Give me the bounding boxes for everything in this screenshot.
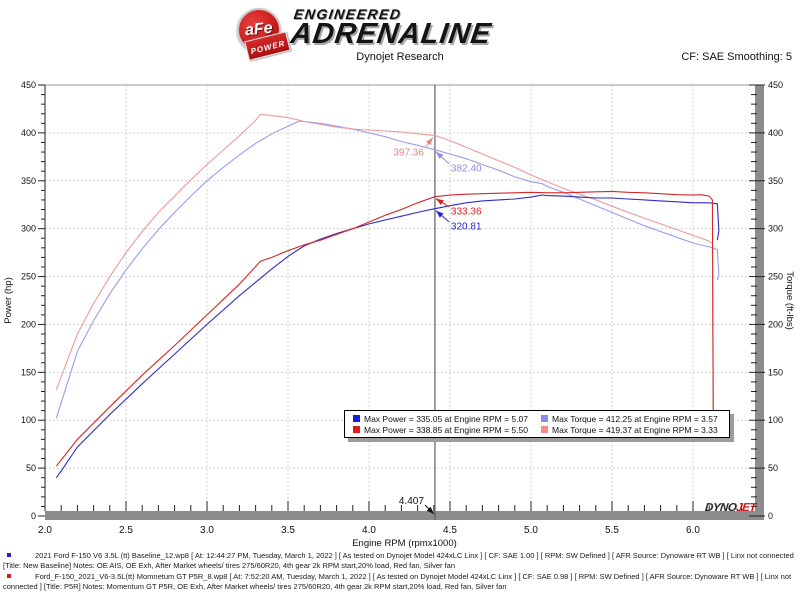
svg-text:100: 100: [768, 415, 783, 425]
p5r-run-bullet-icon: [7, 574, 11, 578]
svg-text:Engine RPM (rpmx1000): Engine RPM (rpmx1000): [352, 538, 457, 549]
svg-text:400: 400: [21, 128, 36, 138]
svg-text:2.0: 2.0: [38, 525, 52, 536]
dynojet-logo-dyno: DYNO: [704, 502, 737, 514]
x-axis-band: [45, 511, 764, 520]
chart-title: Dynojet Research: [356, 51, 444, 63]
right-axis: 0 50 100 150 200 250 300 350 400 450 Torque (ft-lb…: [749, 80, 795, 521]
svg-text:250: 250: [21, 272, 36, 282]
left-axis: 0 50 100 150 200 250 300 350 400 450 Power (hp): [3, 80, 46, 521]
svg-text:320.81: 320.81: [451, 222, 482, 233]
adrenaline-text: ADRENALINE: [288, 18, 494, 50]
svg-text:4.407: 4.407: [399, 496, 424, 507]
dynojet-logo-jet: JET: [735, 502, 757, 514]
rpm-cursor[interactable]: 4.407: [399, 85, 436, 520]
cursor-annotation: 382.40: [435, 151, 482, 175]
legend-label: Max Torque = 412.25 at Engine RPM = 3.57: [552, 413, 718, 424]
cursor-annotation: 320.81: [435, 210, 482, 233]
svg-text:200: 200: [21, 319, 36, 329]
svg-text:450: 450: [768, 80, 783, 90]
svg-text:5.5: 5.5: [605, 525, 619, 536]
svg-text:3.0: 3.0: [200, 525, 214, 536]
legend-item-p5r-torque: Max Torque = 419.37 at Engine RPM = 3.33: [541, 425, 729, 435]
run-text: connected ] [Title: P5R] Notes: Momentum…: [3, 582, 507, 591]
svg-text:6.0: 6.0: [686, 525, 700, 536]
run-entry-baseline: 2021 Ford F-150 V6 3.5L (tt) Baseline_12…: [0, 551, 800, 571]
afe-logo: aFe POWER ENGINEERED ADRENALINE: [237, 5, 577, 61]
svg-text:150: 150: [768, 367, 783, 377]
svg-text:4.5: 4.5: [443, 525, 457, 536]
svg-text:Power (hp): Power (hp): [3, 277, 14, 323]
legend-label: Max Torque = 419.37 at Engine RPM = 3.33: [552, 424, 718, 435]
legend-row: Max Power = 338.85 at Engine RPM = 5.50 …: [353, 424, 729, 435]
legend-label: Max Power = 335.05 at Engine RPM = 5.07: [364, 413, 528, 424]
p5r-power-swatch-icon: [353, 426, 360, 433]
series-p5r-torque: [55, 113, 714, 428]
run-info-footer: 2021 Ford F-150 V6 3.5L (tt) Baseline_12…: [0, 551, 800, 593]
run-text: 2021 Ford F-150 V6 3.5L (tt) Baseline_12…: [35, 551, 794, 560]
svg-text:397.36: 397.36: [393, 147, 424, 158]
svg-text:50: 50: [768, 463, 778, 473]
svg-text:450: 450: [21, 80, 36, 90]
smoothing-setting: CF: SAE Smoothing: 5: [681, 51, 792, 63]
svg-text:200: 200: [768, 319, 783, 329]
baseline-run-bullet-icon: [7, 553, 11, 557]
svg-text:250: 250: [768, 272, 783, 282]
svg-text:3.5: 3.5: [281, 525, 295, 536]
legend-item-p5r-power: Max Power = 338.85 at Engine RPM = 5.50: [353, 425, 541, 435]
svg-text:350: 350: [768, 176, 783, 186]
x-axis: 2.0 2.5 3.0 3.5 4.0 4.5 5.0 5.5 6.0 Engine RPM (r…: [38, 501, 743, 549]
grid: [45, 85, 755, 511]
svg-text:Torque (ft-lbs): Torque (ft-lbs): [784, 271, 795, 330]
baseline-power-swatch-icon: [353, 415, 360, 422]
svg-text:333.36: 333.36: [451, 207, 482, 218]
svg-text:4.0: 4.0: [362, 525, 376, 536]
svg-text:150: 150: [21, 367, 36, 377]
svg-text:0: 0: [768, 511, 773, 521]
cursor-annotation: 333.36: [435, 198, 482, 218]
svg-text:2.5: 2.5: [119, 525, 133, 536]
svg-text:100: 100: [21, 415, 36, 425]
svg-text:50: 50: [26, 463, 36, 473]
legend: Max Power = 335.05 at Engine RPM = 5.07 …: [344, 410, 730, 438]
svg-text:350: 350: [21, 176, 36, 186]
cursor-annotation: 397.36: [393, 137, 434, 158]
dyno-chart[interactable]: 2.0 2.5 3.0 3.5 4.0 4.5 5.0 5.5 6.0 Engine RPM (r…: [0, 0, 800, 552]
run-entry-p5r: Ford_F-150_2021_V6-3.5L(tt) Momnetum GT …: [0, 572, 800, 592]
series-p5r-power: [55, 190, 714, 467]
run-text: Ford_F-150_2021_V6-3.5L(tt) Momnetum GT …: [35, 572, 792, 581]
svg-text:382.40: 382.40: [451, 164, 482, 175]
svg-text:0: 0: [31, 511, 36, 521]
right-axis-band: [755, 85, 764, 520]
run-text: [Title: New Baseline] Notes: OE AIS, OE …: [3, 561, 456, 570]
p5r-torque-swatch-icon: [541, 426, 548, 433]
svg-text:300: 300: [21, 224, 36, 234]
svg-text:300: 300: [768, 224, 783, 234]
svg-text:400: 400: [768, 128, 783, 138]
legend-item-baseline-power: Max Power = 335.05 at Engine RPM = 5.07: [353, 414, 541, 424]
legend-row: Max Power = 335.05 at Engine RPM = 5.07 …: [353, 413, 729, 424]
series-baseline-power: [55, 194, 720, 479]
baseline-torque-swatch-icon: [541, 415, 548, 422]
series-baseline-torque: [55, 120, 720, 419]
legend-item-baseline-torque: Max Torque = 412.25 at Engine RPM = 3.57: [541, 414, 729, 424]
dynojet-logo: DYNOJET: [704, 502, 756, 514]
legend-label: Max Power = 338.85 at Engine RPM = 5.50: [364, 424, 528, 435]
svg-text:5.0: 5.0: [524, 525, 538, 536]
